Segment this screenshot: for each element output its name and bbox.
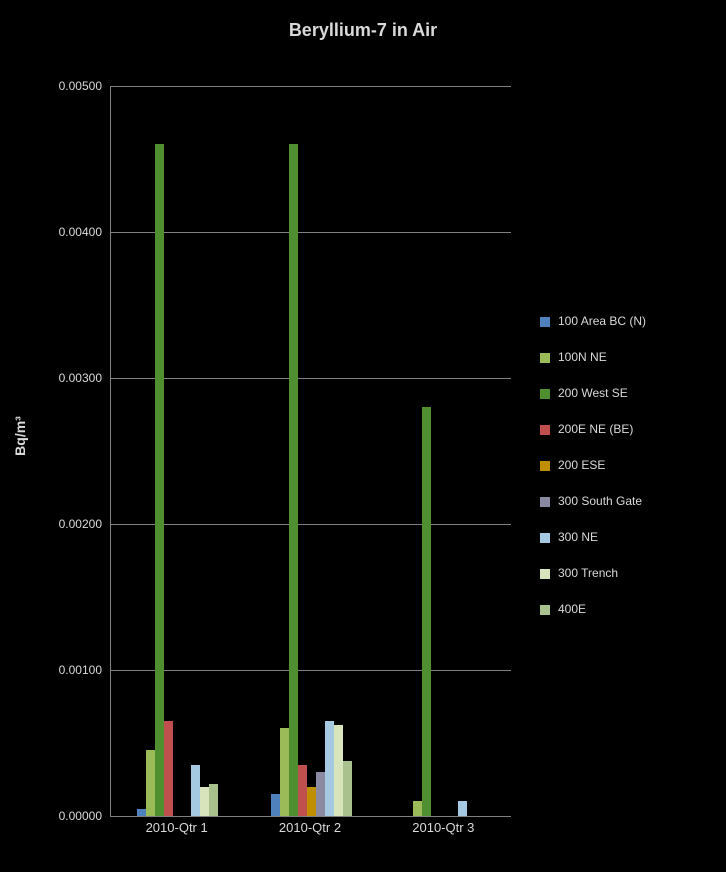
legend-label: 300 Trench — [558, 567, 618, 580]
legend-swatch — [540, 461, 550, 471]
bar — [334, 725, 343, 816]
gridline — [111, 232, 511, 233]
bar — [325, 721, 334, 816]
bar — [209, 784, 218, 816]
bar — [289, 144, 298, 816]
bar — [422, 407, 431, 816]
legend-item: 200E NE (BE) — [540, 423, 646, 437]
y-tick-label: 0.00500 — [52, 79, 102, 93]
legend-label: 100 Area BC (N) — [558, 315, 646, 328]
legend-swatch — [540, 605, 550, 615]
legend-item: 300 South Gate — [540, 495, 646, 509]
legend-swatch — [540, 569, 550, 579]
bar — [298, 765, 307, 816]
legend: 100 Area BC (N) 100N NE 200 West SE 200E NE… — [540, 315, 646, 639]
legend-item: 100 Area BC (N) — [540, 315, 646, 329]
bar — [200, 787, 209, 816]
legend-label: 200 West SE — [558, 387, 628, 400]
bar — [413, 801, 422, 816]
bar — [191, 765, 200, 816]
chart-title: Beryllium-7 in Air — [0, 20, 726, 41]
bar-chart: Beryllium-7 in Air Bq/m³ 0.00000 0.00100 0… — [0, 0, 726, 872]
y-tick-label: 0.00000 — [52, 809, 102, 823]
bar — [155, 144, 164, 816]
y-tick-label: 0.00200 — [52, 517, 102, 531]
y-axis-title: Bq/m³ — [12, 416, 28, 456]
legend-item: 300 Trench — [540, 567, 646, 581]
legend-swatch — [540, 389, 550, 399]
legend-swatch — [540, 317, 550, 327]
legend-label: 100N NE — [558, 351, 607, 364]
legend-item: 200 ESE — [540, 459, 646, 473]
legend-item: 400E — [540, 603, 646, 617]
legend-swatch — [540, 497, 550, 507]
gridline — [111, 86, 511, 87]
bar — [271, 794, 280, 816]
legend-swatch — [540, 353, 550, 363]
legend-swatch — [540, 533, 550, 543]
legend-label: 300 South Gate — [558, 495, 642, 508]
y-tick-label: 0.00300 — [52, 371, 102, 385]
legend-swatch — [540, 425, 550, 435]
bar — [164, 721, 173, 816]
x-tick-label: 2010-Qtr 2 — [279, 820, 341, 835]
legend-label: 200 ESE — [558, 459, 605, 472]
plot-area — [110, 86, 511, 817]
y-tick-label: 0.00400 — [52, 225, 102, 239]
gridline — [111, 378, 511, 379]
gridline — [111, 524, 511, 525]
legend-item: 200 West SE — [540, 387, 646, 401]
bar — [458, 801, 467, 816]
legend-item: 100N NE — [540, 351, 646, 365]
legend-item: 300 NE — [540, 531, 646, 545]
bar — [307, 787, 316, 816]
legend-label: 300 NE — [558, 531, 598, 544]
bar — [343, 761, 352, 816]
bar — [316, 772, 325, 816]
bar — [280, 728, 289, 816]
bar — [137, 809, 146, 816]
legend-label: 400E — [558, 603, 586, 616]
legend-label: 200E NE (BE) — [558, 423, 633, 436]
x-tick-label: 2010-Qtr 3 — [412, 820, 474, 835]
y-tick-label: 0.00100 — [52, 663, 102, 677]
bar — [146, 750, 155, 816]
x-tick-label: 2010-Qtr 1 — [146, 820, 208, 835]
gridline — [111, 670, 511, 671]
